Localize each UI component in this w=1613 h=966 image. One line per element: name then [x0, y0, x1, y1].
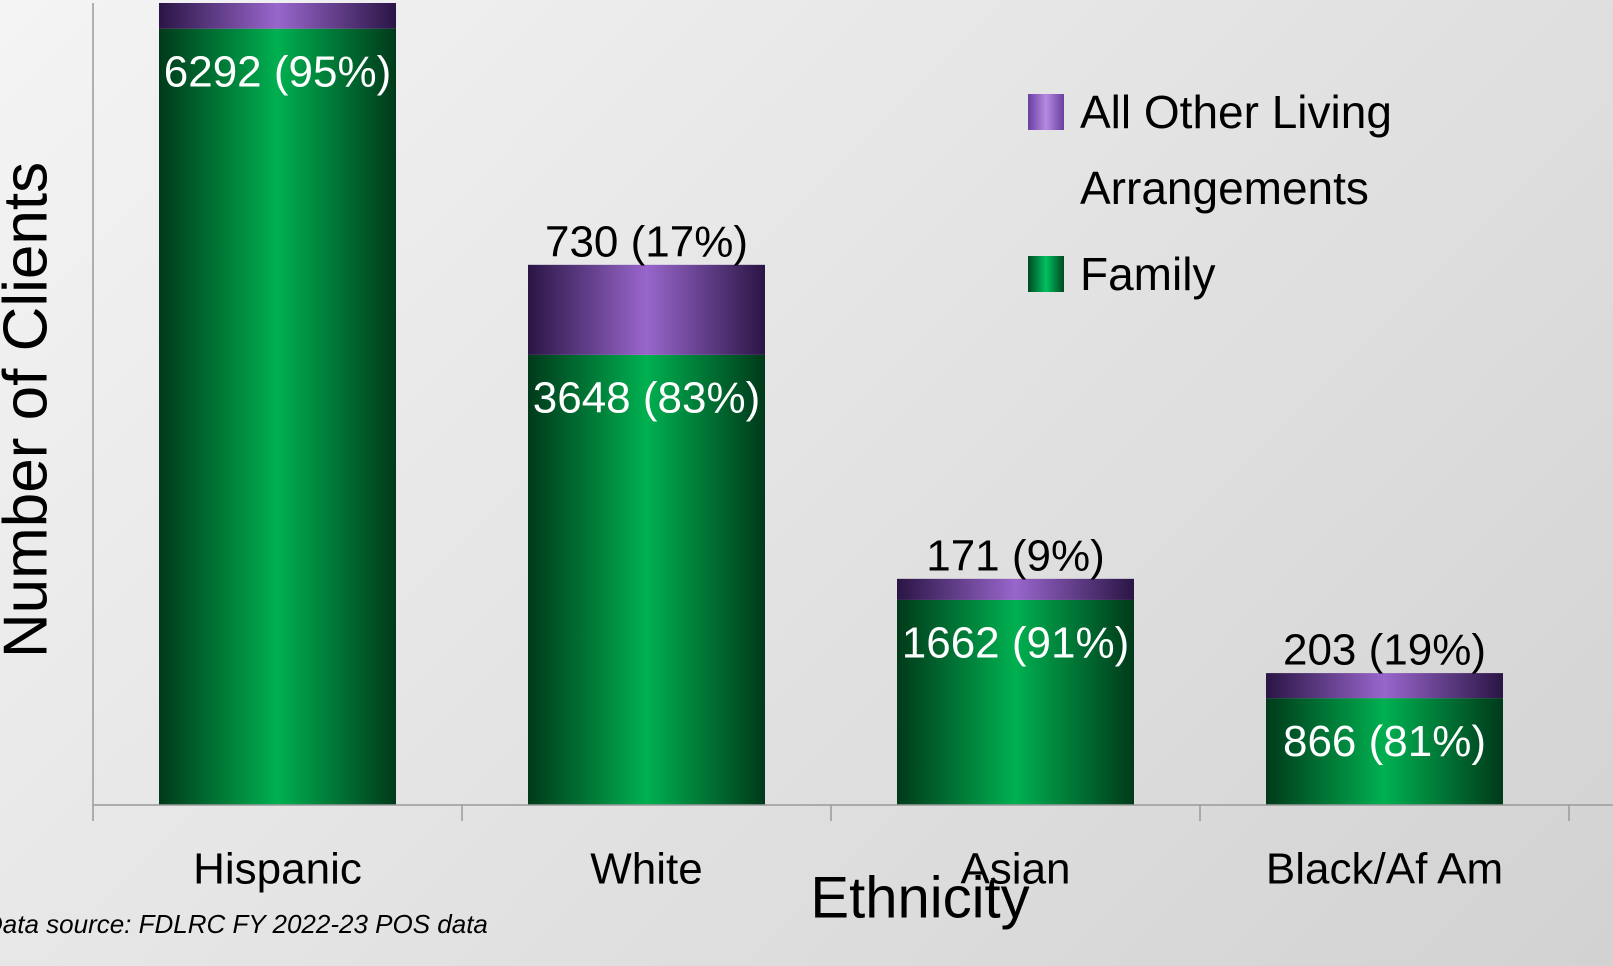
data-label: 6292 (95%) [164, 47, 391, 96]
data-label: 730 (17%) [545, 217, 748, 266]
bar-segment [159, 3, 396, 29]
legend-label: Family [1080, 248, 1216, 300]
x-tick-label: Black/Af Am [1266, 845, 1503, 894]
legend-item: All Other Living Arrangements [1028, 74, 1510, 226]
bar-segment [1266, 698, 1503, 805]
bar-segment [528, 354, 765, 805]
x-axis-label: Ethnicity [810, 865, 1029, 930]
legend-label: All Other Living Arrangements [1080, 86, 1392, 214]
data-label: 171 (9%) [926, 531, 1105, 580]
legend: All Other Living Arrangements Family [1028, 74, 1510, 312]
bar-segment [528, 264, 765, 355]
plot-area [159, 3, 1503, 805]
legend-item: Family [1028, 236, 1510, 312]
bar-segment [897, 578, 1134, 600]
data-label: 3648 (83%) [533, 374, 760, 423]
data-label: 866 (81%) [1283, 717, 1486, 766]
legend-swatch [1028, 256, 1064, 292]
x-tick-label: White [590, 845, 702, 894]
data-label: 203 (19%) [1283, 626, 1486, 675]
y-axis-label: Number of Clients [0, 162, 60, 658]
bar-segment [159, 28, 396, 805]
x-tick-label: Asian [960, 845, 1070, 894]
bar-segment [897, 599, 1134, 805]
data-label: 1662 (91%) [902, 619, 1129, 668]
legend-swatch [1028, 94, 1064, 130]
x-tick-label: Hispanic [193, 845, 362, 894]
bar-segment [1266, 673, 1503, 699]
source-note: Data source: FDLRC FY 2022-23 POS data [0, 909, 488, 939]
